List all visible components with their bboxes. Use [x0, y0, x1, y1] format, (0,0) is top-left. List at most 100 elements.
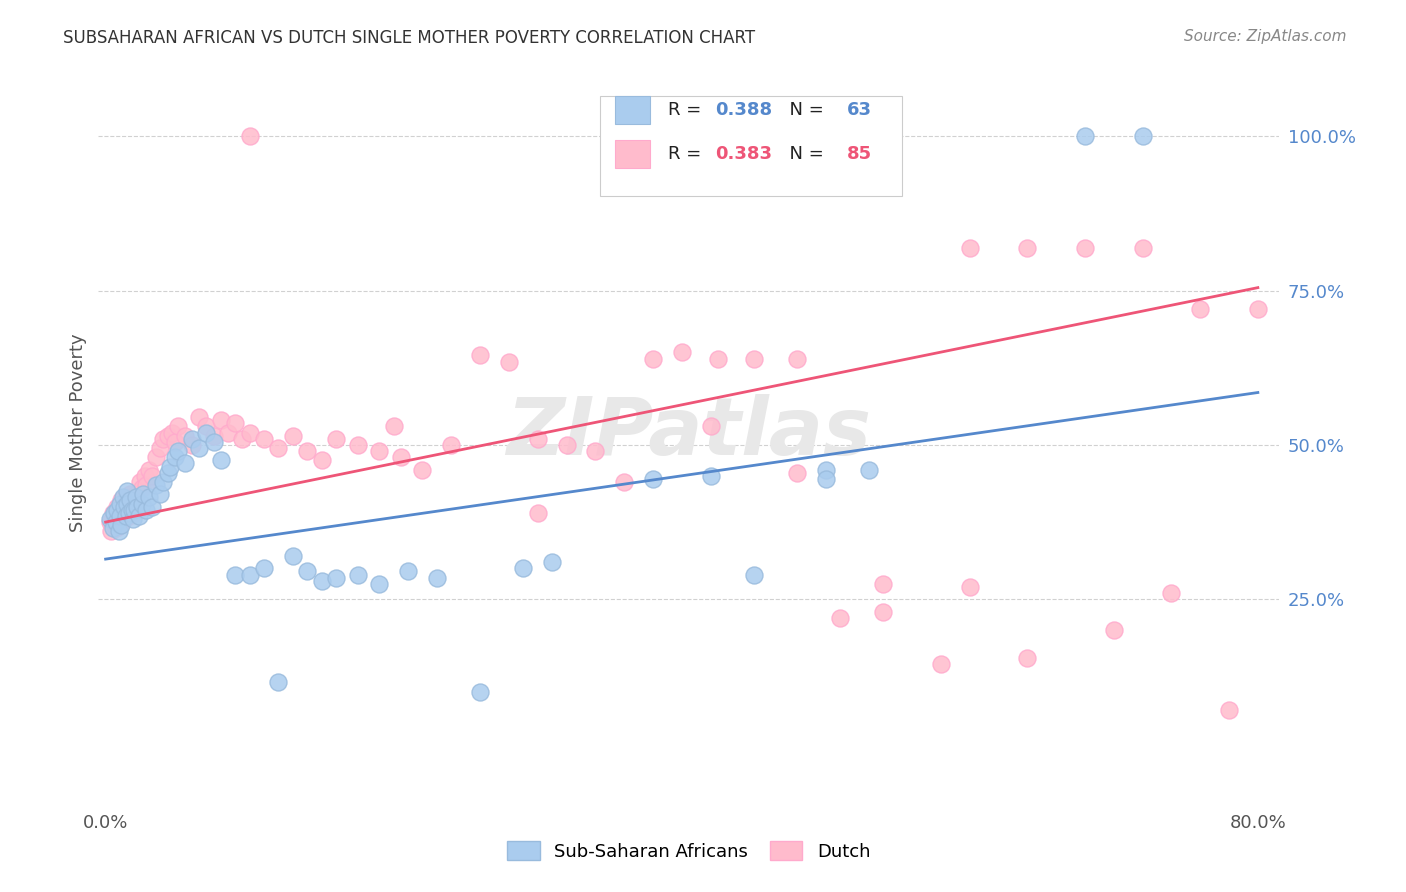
Point [1074, 129, 1097, 144]
Point [253, 432, 276, 446]
Point [163, 434, 186, 449]
Point [239, 567, 262, 582]
Point [128, 508, 150, 523]
Point [101, 521, 124, 535]
Point [110, 518, 132, 533]
Point [814, 472, 837, 486]
Point [101, 506, 124, 520]
Point [583, 444, 606, 458]
Point [108, 518, 131, 533]
Point [858, 462, 880, 476]
Point [311, 574, 333, 588]
Point [132, 487, 155, 501]
Point [141, 500, 163, 514]
Point [188, 410, 211, 425]
Point [1189, 302, 1212, 317]
Point [217, 425, 239, 440]
Point [118, 508, 141, 523]
Text: R =: R = [668, 101, 707, 119]
Point [742, 351, 765, 366]
Point [98, 515, 121, 529]
Text: N =: N = [778, 101, 830, 119]
Point [122, 506, 145, 520]
Point [1247, 302, 1270, 317]
Point [641, 472, 664, 486]
Point [131, 481, 153, 495]
Point [786, 466, 808, 480]
Point [468, 685, 491, 699]
Point [145, 450, 167, 465]
Point [1017, 650, 1039, 665]
Point [145, 478, 167, 492]
Point [103, 515, 125, 529]
Point [555, 438, 578, 452]
Point [209, 413, 232, 427]
Point [959, 580, 981, 594]
Point [108, 508, 131, 523]
Point [411, 462, 433, 476]
Point [138, 462, 160, 476]
Point [104, 521, 127, 535]
Point [297, 444, 319, 458]
Point [107, 524, 129, 539]
Point [156, 466, 179, 480]
Point [103, 506, 125, 520]
Point [104, 515, 127, 529]
Point [382, 419, 405, 434]
Point [281, 549, 304, 563]
Point [125, 491, 148, 505]
Point [526, 506, 548, 520]
Point [115, 497, 138, 511]
Point [115, 484, 138, 499]
Point [159, 459, 181, 474]
Point [121, 502, 143, 516]
Point [224, 567, 246, 582]
Point [742, 567, 765, 582]
Point [112, 500, 135, 514]
Point [325, 571, 347, 585]
Point [111, 491, 134, 505]
Point [671, 345, 693, 359]
Point [1102, 623, 1125, 637]
Point [110, 493, 132, 508]
Point [173, 428, 195, 442]
Point [149, 487, 172, 501]
Point [160, 425, 183, 440]
Point [152, 432, 174, 446]
Point [202, 428, 225, 442]
Point [297, 565, 319, 579]
Point [122, 512, 145, 526]
Point [120, 493, 142, 508]
Point [181, 438, 204, 452]
Point [125, 487, 148, 501]
Point [1218, 703, 1240, 717]
Point [166, 444, 188, 458]
Point [872, 605, 894, 619]
Point [281, 428, 304, 442]
Bar [614, 95, 650, 124]
Text: R =: R = [668, 145, 707, 163]
Point [239, 425, 262, 440]
Text: 63: 63 [848, 101, 872, 119]
Point [107, 508, 129, 523]
Point [426, 571, 449, 585]
Point [111, 502, 134, 516]
Point [195, 419, 218, 434]
Point [181, 432, 204, 446]
Text: 0.388: 0.388 [714, 101, 772, 119]
Point [112, 512, 135, 526]
Legend: Sub-Saharan Africans, Dutch: Sub-Saharan Africans, Dutch [501, 833, 877, 868]
Point [135, 502, 157, 516]
Point [135, 478, 157, 492]
Point [1132, 129, 1154, 144]
Point [814, 462, 837, 476]
Point [149, 441, 172, 455]
Point [346, 438, 368, 452]
Y-axis label: Single Mother Poverty: Single Mother Poverty [69, 334, 87, 532]
Point [468, 349, 491, 363]
Text: ZIPatlas: ZIPatlas [506, 393, 872, 472]
Point [120, 487, 142, 501]
Point [105, 502, 128, 516]
Point [1132, 240, 1154, 255]
Point [209, 453, 232, 467]
